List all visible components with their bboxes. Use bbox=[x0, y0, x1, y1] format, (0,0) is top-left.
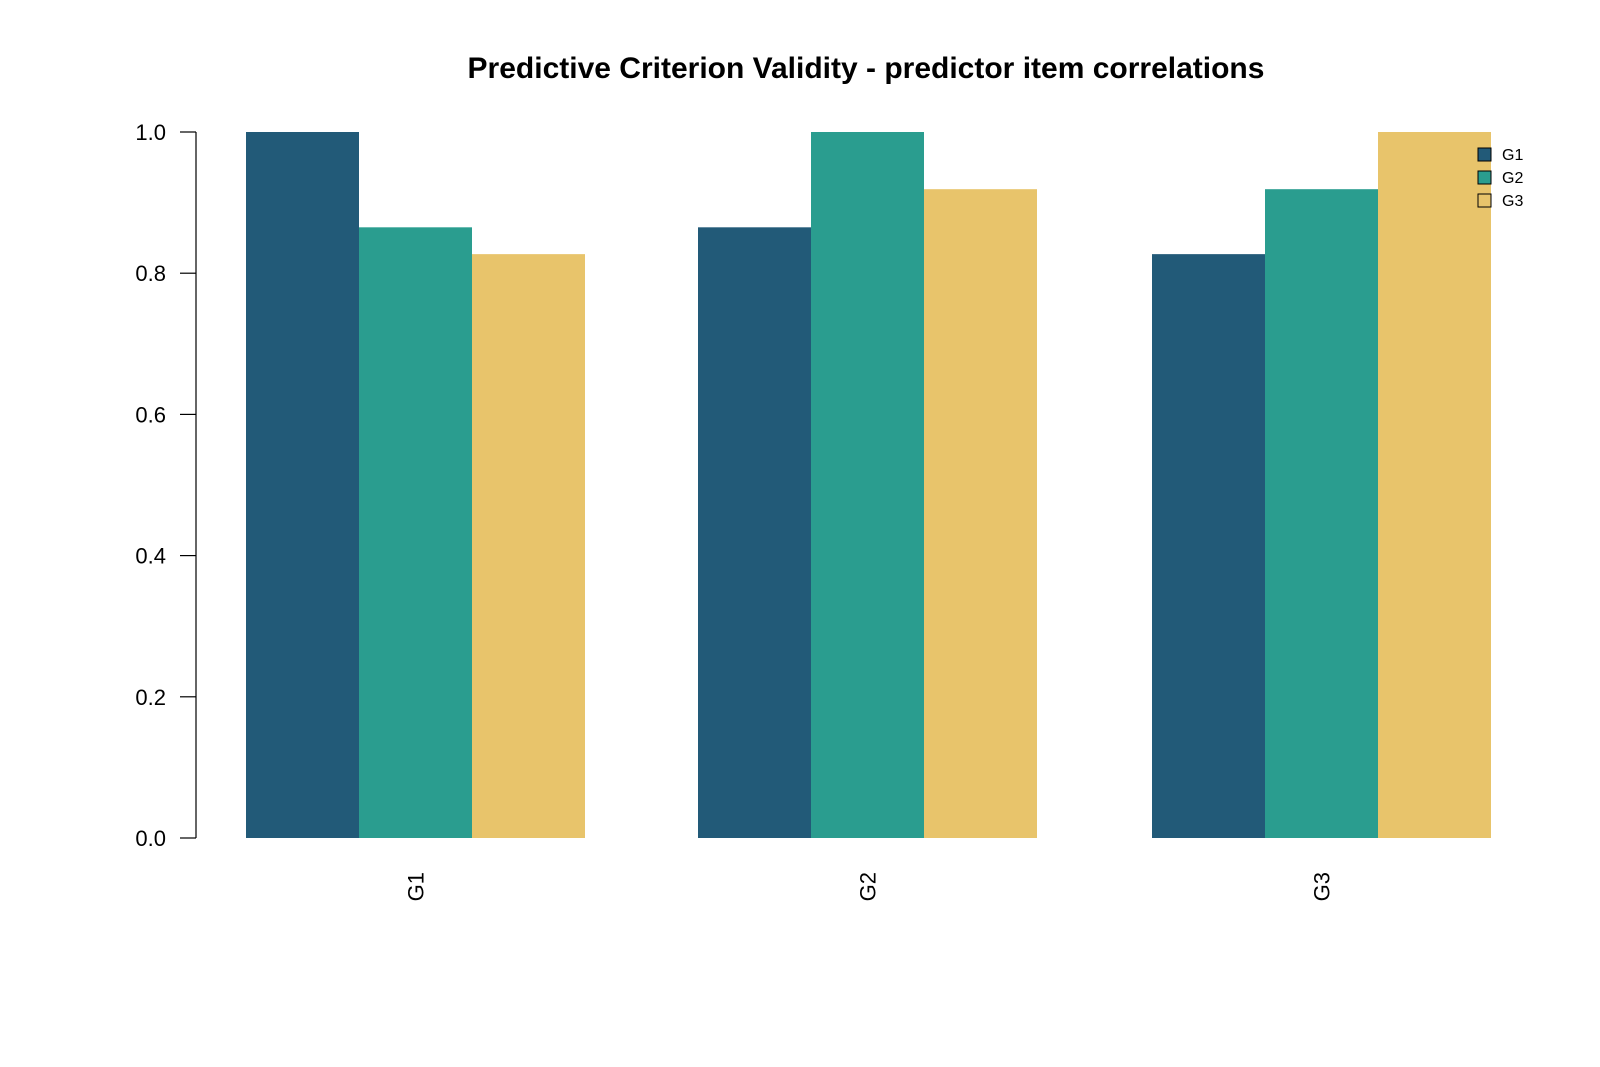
x-tick-label: G2 bbox=[856, 872, 881, 901]
legend-label: G1 bbox=[1502, 147, 1523, 164]
chart-title: Predictive Criterion Validity - predicto… bbox=[468, 52, 1265, 85]
bar-g2-g1 bbox=[698, 227, 811, 838]
x-axis-labels: G1 G2 G3 bbox=[404, 872, 1335, 901]
bar-g1-g3 bbox=[472, 254, 585, 838]
bar-g3-g1 bbox=[1152, 254, 1265, 838]
x-tick-label: G3 bbox=[1310, 872, 1335, 901]
y-tick-label: 0.2 bbox=[135, 685, 166, 710]
bar-g1-g1 bbox=[246, 132, 359, 838]
legend: G1 G2 G3 bbox=[1477, 147, 1523, 210]
legend-swatch bbox=[1477, 147, 1492, 162]
x-tick-label: G1 bbox=[404, 872, 429, 901]
legend-swatch bbox=[1477, 193, 1492, 208]
y-tick-label: 0.8 bbox=[135, 261, 166, 286]
y-tick-label: 0.4 bbox=[135, 544, 166, 569]
y-tick-label: 0.0 bbox=[135, 826, 166, 851]
legend-swatch bbox=[1477, 170, 1492, 185]
bar-g2-g2 bbox=[811, 132, 924, 838]
bar-g3-g3 bbox=[1378, 132, 1491, 838]
bar-g2-g3 bbox=[924, 189, 1037, 838]
bar-groups bbox=[246, 132, 1491, 838]
y-axis: 0.0 0.2 0.4 0.6 0.8 1.0 bbox=[135, 120, 197, 851]
bar-g1-g2 bbox=[359, 227, 472, 838]
bar-g3-g2 bbox=[1265, 189, 1378, 838]
y-tick-label: 0.6 bbox=[135, 402, 166, 427]
legend-label: G3 bbox=[1502, 193, 1523, 210]
legend-label: G2 bbox=[1502, 170, 1523, 187]
y-tick-label: 1.0 bbox=[135, 120, 166, 145]
